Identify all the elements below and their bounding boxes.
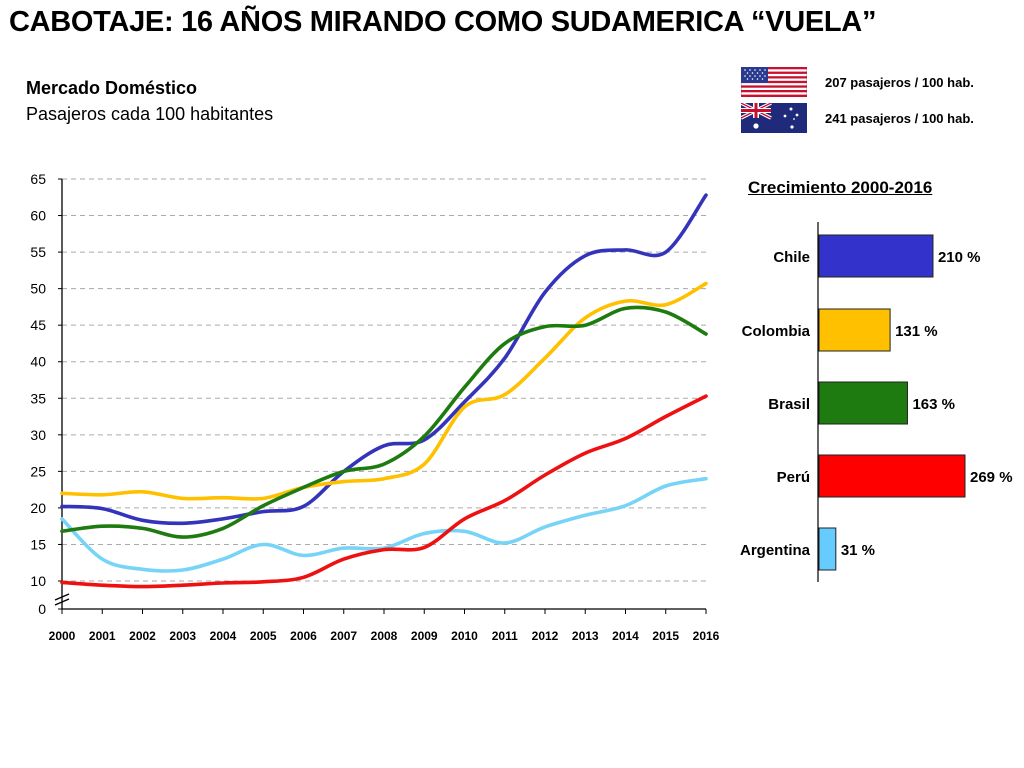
bar-value-label: 163 % <box>912 396 955 413</box>
y-tick-label: 45 <box>30 317 46 333</box>
australia-reference-text: 241 pasajeros / 100 hab. <box>825 110 974 126</box>
bar-category-label: Colombia <box>742 323 811 340</box>
y-tick-label: 60 <box>30 208 46 224</box>
x-tick-label: 2004 <box>210 629 237 643</box>
y-tick-label: 35 <box>30 390 46 406</box>
usa-flag-icon <box>741 67 807 97</box>
y-tick-label: 50 <box>30 281 46 297</box>
x-tick-label: 2015 <box>652 629 679 643</box>
x-tick-label: 2002 <box>129 629 156 643</box>
chart-subtitle-bold: Mercado Doméstico <box>26 78 198 98</box>
bar-value-label: 131 % <box>895 323 938 340</box>
bar-category-label: Chile <box>773 249 810 266</box>
bar-chart: Chile 210 % Colombia 131 % Brasil 163 % Perú 26… <box>740 222 1013 582</box>
usa-reference-text: 207 pasajeros / 100 hab. <box>825 74 974 90</box>
chart-subtitle: Pasajeros cada 100 habitantes <box>26 104 274 124</box>
series-line-1 <box>60 281 708 501</box>
bar-colombia <box>818 308 891 352</box>
axis-break-mark <box>54 593 70 601</box>
x-tick-label: 2008 <box>371 629 398 643</box>
series-line-2 <box>60 305 708 539</box>
y-tick-label: 30 <box>30 427 46 443</box>
bar-category-label: Brasil <box>768 396 810 413</box>
y-tick-label: 55 <box>30 244 46 260</box>
bar-value-label: 269 % <box>970 469 1013 486</box>
bar-chile <box>818 234 934 278</box>
x-tick-label: 2012 <box>532 629 559 643</box>
bar-category-label: Argentina <box>740 542 811 559</box>
bar-value-label: 31 % <box>841 542 875 559</box>
x-tick-label: 2007 <box>330 629 357 643</box>
bar-chart-title: Crecimiento 2000-2016 <box>748 178 933 197</box>
bar-perú <box>818 454 966 498</box>
y-tick-label: 0 <box>38 601 46 617</box>
series-line-3 <box>60 394 708 589</box>
bar-brasil <box>818 381 908 425</box>
bar-value-label: 210 % <box>938 249 981 266</box>
y-tick-label: 65 <box>30 171 46 187</box>
y-tick-label: 15 <box>30 536 46 552</box>
x-tick-label: 2011 <box>492 629 518 643</box>
australia-flag-icon <box>741 103 807 133</box>
x-tick-label: 2014 <box>612 629 639 643</box>
y-tick-label: 20 <box>30 500 46 516</box>
y-tick-label: 10 <box>30 573 46 589</box>
y-tick-label: 40 <box>30 354 46 370</box>
reference-australia: 241 pasajeros / 100 hab. <box>741 102 974 134</box>
y-tick-label: 25 <box>30 463 46 479</box>
axis-break-mark <box>54 598 70 606</box>
x-tick-label: 2001 <box>89 629 116 643</box>
x-tick-label: 2016 <box>693 629 720 643</box>
x-tick-label: 2010 <box>451 629 478 643</box>
bar-argentina <box>818 527 837 571</box>
reference-usa: 207 pasajeros / 100 hab. <box>741 66 974 98</box>
bar-category-label: Perú <box>777 469 810 486</box>
x-tick-label: 2005 <box>250 629 277 643</box>
x-tick-label: 2006 <box>290 629 317 643</box>
slide-title: CABOTAJE: 16 AÑOS MIRANDO COMO SUDAMERIC… <box>9 6 877 38</box>
x-tick-label: 2009 <box>411 629 438 643</box>
x-tick-label: 2003 <box>169 629 196 643</box>
x-tick-label: 2013 <box>572 629 599 643</box>
series-line-0 <box>60 193 708 526</box>
line-chart: 0 10 15 20 25 30 35 40 45 50 55 60 65 2000 2001 2002 200… <box>30 171 719 643</box>
x-tick-label: 2000 <box>49 629 76 643</box>
